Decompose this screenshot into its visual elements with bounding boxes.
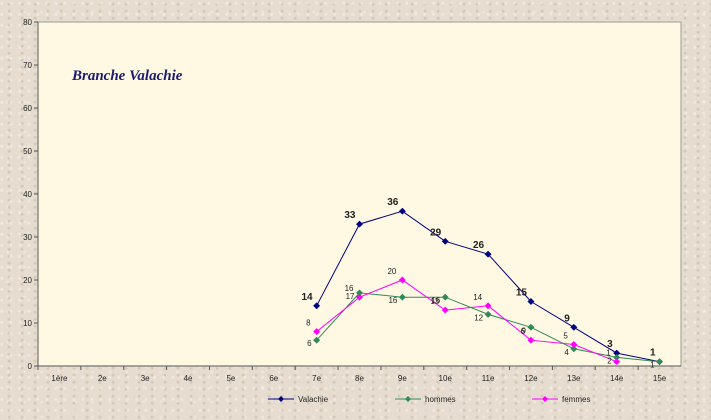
x-tick-label: 9e [398, 374, 407, 383]
data-point-valachie [527, 297, 535, 306]
data-label-hommes: 6 [307, 339, 312, 348]
series-layer [313, 207, 664, 366]
y-tick-label: 80 [23, 18, 32, 27]
x-tick-label: 15e [653, 374, 667, 383]
data-label-hommes: 12 [474, 313, 483, 322]
y-tick-label: 70 [23, 61, 32, 70]
legend-label-femmes: femmes [562, 395, 590, 404]
y-tick-label: 20 [23, 276, 32, 285]
x-tick-label: 2e [98, 374, 107, 383]
data-label-hommes: 16 [388, 296, 397, 305]
data-point-femmes [398, 276, 406, 284]
legend-marker-hommes [405, 396, 411, 402]
data-label-hommes: 2 [607, 356, 612, 365]
data-label-valachie: 1 [650, 348, 656, 359]
data-label-hommes: 9 [522, 326, 527, 335]
legend-label-valachie: Valachie [298, 395, 329, 404]
data-label-femmes: 20 [387, 267, 396, 276]
data-label-femmes: 16 [345, 284, 354, 293]
data-point-valachie [570, 323, 578, 331]
data-label-femmes: 6 [521, 327, 526, 336]
data-label-valachie: 14 [302, 292, 314, 303]
data-point-femmes [355, 293, 364, 301]
data-point-hommes [570, 345, 578, 353]
data-point-femmes [313, 328, 321, 336]
data-point-valachie [313, 302, 321, 310]
plot-area [37, 21, 682, 367]
y-tick-label: 10 [23, 319, 32, 328]
data-point-valachie [441, 237, 449, 245]
data-label-femmes: 14 [473, 293, 482, 302]
x-tick-label: 3e [141, 374, 150, 383]
x-tick-label: 11e [482, 374, 495, 383]
data-label-valachie: 36 [387, 197, 399, 208]
legend-marker-valachie [278, 396, 284, 402]
x-tick-label: 8e [355, 374, 364, 383]
data-point-valachie [355, 220, 364, 228]
x-tick-label: 10e [439, 374, 453, 383]
y-tick-label: 0 [28, 362, 33, 371]
data-label-hommes: 4 [564, 348, 569, 357]
x-tick-label: 12e [524, 374, 538, 383]
data-label-valachie: 3 [607, 339, 613, 350]
data-label-hommes: 17 [346, 292, 355, 301]
x-tick-label: 5e [226, 374, 235, 383]
data-point-valachie [484, 250, 492, 258]
data-point-hommes [441, 293, 449, 301]
data-point-hommes [527, 323, 535, 331]
data-point-femmes [441, 306, 449, 314]
x-tick-label: 6e [269, 374, 278, 383]
data-point-hommes [398, 293, 406, 301]
y-tick-label: 60 [23, 104, 32, 113]
chart-title: Branche Valachie [71, 68, 183, 84]
data-label-femmes: 8 [306, 319, 311, 328]
data-point-femmes [527, 336, 535, 344]
series-line-femmes [316, 279, 617, 363]
y-tick-label: 40 [23, 190, 32, 199]
data-point-hommes [656, 358, 664, 366]
data-label-femmes: 1 [606, 349, 611, 358]
y-tick-label: 50 [23, 147, 32, 156]
data-point-femmes [613, 358, 621, 366]
data-label-femmes: 5 [563, 332, 568, 341]
x-tick-label: 1ère [51, 374, 68, 383]
x-tick-label: 13e [567, 374, 581, 383]
legend-label-hommes: hommes [425, 395, 456, 404]
data-label-hommes: 16 [431, 296, 440, 305]
data-point-valachie [398, 207, 406, 215]
data-label-valachie: 26 [473, 240, 485, 251]
legend-marker-femmes [542, 396, 548, 402]
data-point-femmes [484, 302, 492, 310]
y-tick-label: 30 [23, 233, 32, 242]
x-tick-label: 7e [312, 374, 321, 383]
x-tick-label: 4e [184, 374, 193, 383]
x-tick-label: 14e [610, 374, 624, 383]
legend: Valachie hommes femmes [268, 395, 590, 404]
data-label-valachie: 33 [344, 210, 356, 221]
axes: 0 10 20 30 40 50 60 70 80 1ère 2e 3e 4e 5e 6e 7e 8e 9e 10e… [23, 18, 681, 383]
data-label-hommes: 1 [650, 361, 655, 370]
data-label-valachie: 9 [564, 313, 570, 324]
data-point-femmes [570, 340, 578, 349]
data-label-valachie: 29 [430, 227, 442, 238]
data-label-femmes: 13 [430, 297, 439, 306]
data-label-valachie: 15 [516, 288, 528, 299]
data-point-hommes [313, 336, 321, 344]
data-point-hommes [484, 310, 492, 318]
